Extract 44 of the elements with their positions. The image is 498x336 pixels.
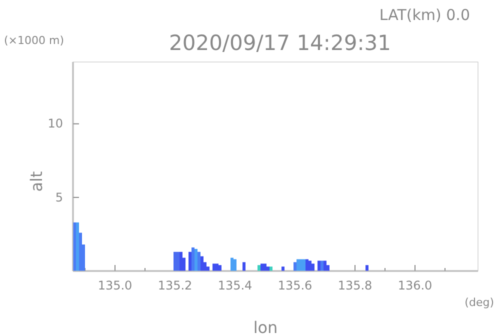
bar [366,265,368,271]
bar [192,247,194,271]
x-tick-label: 135.0 [98,278,132,293]
y-tick-label: 10 [48,116,63,131]
bar [258,265,260,271]
x-axis-title: lon [253,318,278,336]
bar [242,262,246,271]
x-tick-label: 135.4 [218,278,252,293]
bar [324,260,326,271]
bar [306,259,308,271]
bar [79,232,82,271]
x-tick-label: 135.2 [158,278,192,293]
bar [188,252,192,271]
bar [270,266,272,271]
chart-title: 2020/09/17 14:29:31 [168,31,392,55]
text: (deg) [464,296,494,309]
bar [218,265,222,271]
bar [296,259,300,271]
bar [174,252,176,271]
x-tick-label: 136.0 [398,278,432,293]
bar [302,259,306,271]
text: (×1000 m) [4,34,64,47]
bar [320,260,324,271]
bar [230,258,234,271]
bar [282,266,284,271]
bar [308,260,312,271]
bar [76,222,79,271]
chart-subtitle: LAT(km) 0.0 [379,6,470,24]
bar [212,264,216,271]
y-tick-label: 5 [55,190,63,204]
bar [294,262,296,271]
y-axis-title: alt [27,171,46,192]
bar [260,264,264,271]
bar [312,264,314,271]
bar [264,264,266,271]
bar [194,248,198,271]
bar [180,252,182,271]
bar [200,256,204,271]
bar [234,259,236,271]
bar [266,266,270,271]
x-tick-label: 135.8 [338,278,372,293]
x-tick-label: 135.6 [278,278,312,293]
bar [198,252,200,271]
bar [318,260,320,271]
